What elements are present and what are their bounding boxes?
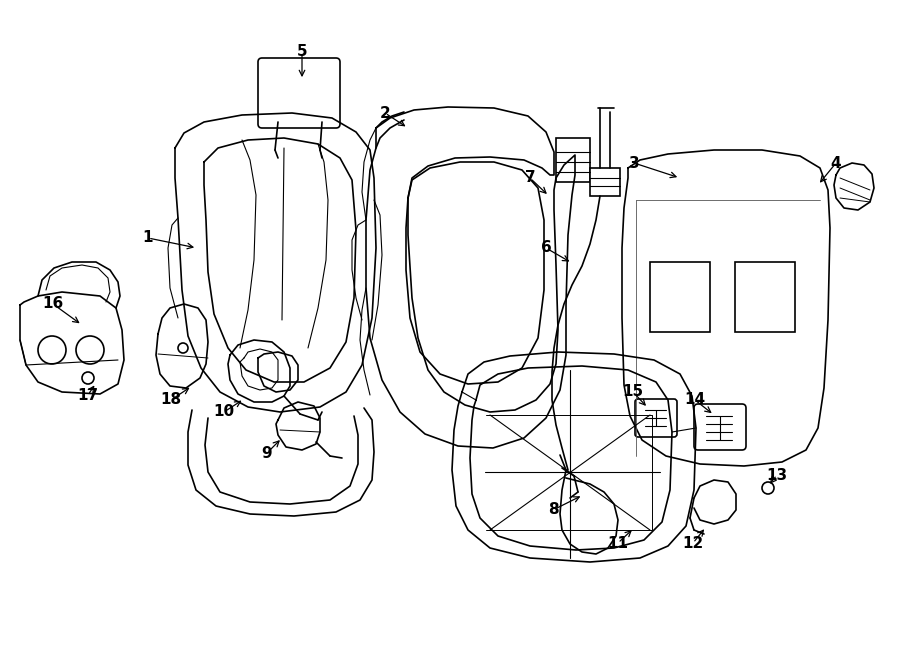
Text: 18: 18	[160, 393, 182, 407]
Text: 6: 6	[541, 241, 552, 256]
Text: 13: 13	[767, 467, 788, 483]
Text: 7: 7	[525, 171, 535, 186]
Text: 16: 16	[42, 297, 64, 311]
Text: 4: 4	[831, 155, 842, 171]
Bar	[735, 262, 795, 332]
Text: 2: 2	[380, 106, 391, 120]
FancyBboxPatch shape	[556, 138, 590, 182]
Text: 9: 9	[262, 446, 273, 461]
Text: 15: 15	[623, 385, 644, 399]
Text: 8: 8	[548, 502, 558, 518]
Text: 5: 5	[297, 44, 307, 59]
Bar	[650, 262, 710, 332]
FancyBboxPatch shape	[694, 404, 746, 450]
Text: 11: 11	[608, 535, 628, 551]
Text: 3: 3	[629, 155, 639, 171]
FancyBboxPatch shape	[258, 58, 340, 128]
Text: 1: 1	[143, 231, 153, 245]
Text: 12: 12	[682, 535, 704, 551]
Text: 14: 14	[684, 393, 706, 407]
Text: 10: 10	[213, 405, 235, 420]
FancyBboxPatch shape	[635, 399, 677, 437]
FancyBboxPatch shape	[590, 168, 620, 196]
Text: 17: 17	[77, 387, 99, 403]
